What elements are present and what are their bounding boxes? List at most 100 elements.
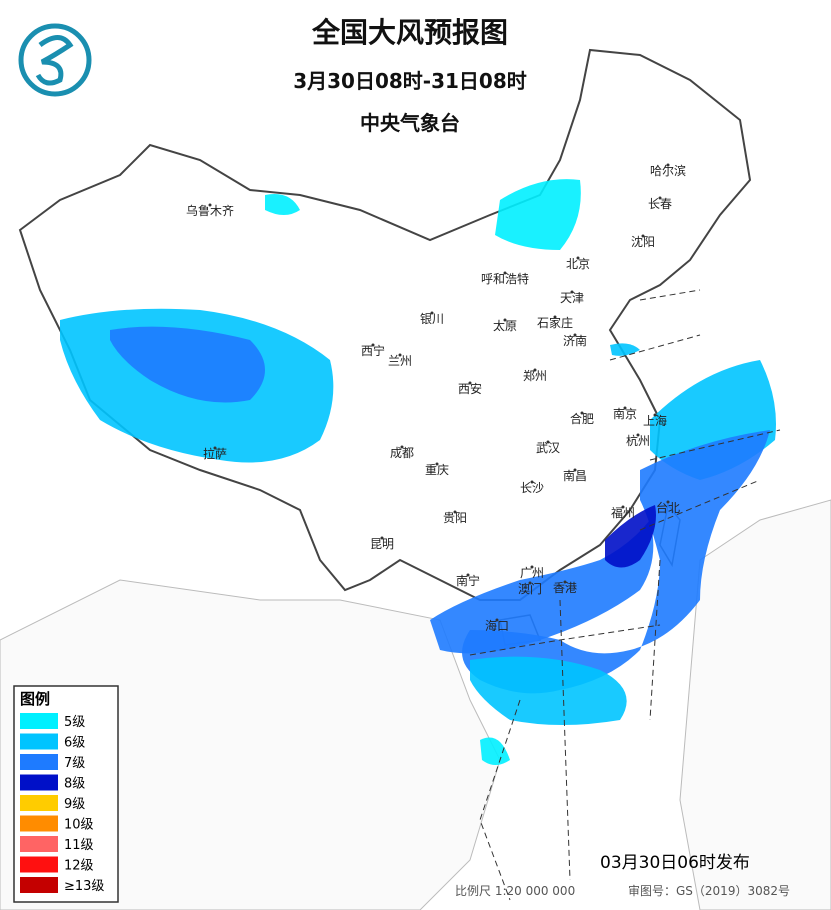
wind-area [265,194,300,215]
city-dot [533,368,537,372]
legend-label: 10级 [64,818,94,833]
city-dot [453,510,457,514]
legend-swatch [20,836,58,852]
city-label: 广州 [520,566,544,580]
city-dot [570,290,574,294]
legend-swatch [20,856,58,873]
city-dot [546,440,550,444]
city-label: 长沙 [520,481,544,495]
wind-area [470,656,627,725]
city-label: 上海 [643,413,667,428]
city-label: 南京 [613,406,637,421]
city-dot [576,256,580,260]
wind-area [430,520,654,654]
legend-label: 12级 [64,859,94,874]
city-dot [563,580,567,584]
city-label: 北京 [566,257,590,271]
wind-area [495,179,581,250]
city-label: 昆明 [370,537,394,551]
city-dot [573,468,577,472]
city-label: 哈尔滨 [650,163,686,178]
city-label: 南昌 [563,468,587,483]
city-dot [653,413,657,417]
city-label: 重庆 [425,463,449,477]
legend-label: ≥13级 [64,879,104,894]
city-dot [636,433,640,437]
city-dot [530,480,534,484]
city-label: 兰州 [388,354,412,368]
city-dot [503,318,507,322]
city-label: 乌鲁木齐 [186,203,234,218]
legend-label: 9级 [64,797,85,812]
city-label: 郑州 [523,368,547,383]
sea-boundaries [469,289,781,901]
legend-label: 11级 [64,838,94,853]
city-dot [371,343,375,347]
city-dot [503,271,507,275]
wind-area [610,343,640,356]
city-label: 澳门 [518,581,542,596]
city-dot [666,500,670,504]
period: 3月30日08时-31日08时 [293,69,527,93]
city-dot [623,406,627,410]
city-label: 杭州 [626,433,650,448]
legend-swatch [20,733,58,750]
neighbor-land [0,579,501,910]
city-dot [208,203,212,207]
review-number: 审图号：GS（2019）3082号 [628,883,790,898]
city-label: 南宁 [456,573,480,588]
city-dot [658,196,662,200]
city-dot [430,311,434,315]
wind-area [605,505,656,568]
scale: 比例尺 1:20 000 000 [455,884,575,898]
city-label: 西安 [458,381,482,396]
city-dot [621,505,625,509]
map-title: 全国大风预报图 [311,16,508,49]
city-label: 武汉 [536,441,560,455]
wind-area [462,430,770,694]
city-label: 呼和浩特 [481,271,529,286]
legend-label: 5级 [64,715,85,730]
city-label: 海口 [485,618,509,633]
city-label: 石家庄 [537,315,573,330]
legend-swatch [20,815,58,832]
city-dot [580,411,584,415]
city-label: 合肥 [570,411,594,426]
city-label: 银川 [420,312,444,326]
city-label: 成都 [390,446,414,460]
city-dot [573,333,577,337]
legend-swatch [20,774,58,791]
city-dot [398,353,402,357]
city-dot [466,573,470,577]
wind-area [480,737,510,765]
city-dot [435,462,439,466]
city-label: 台北 [656,500,680,515]
city-label: 拉萨 [203,446,227,461]
city-label: 天津 [560,291,584,305]
agency: 中央气象台 [360,111,460,135]
city-label: 福州 [611,505,635,520]
logo-mark [35,35,74,86]
city-label: 长春 [648,197,672,211]
city-label: 太原 [493,318,517,333]
city-dot [495,618,499,622]
legend-swatch [20,795,58,811]
city-dot [553,315,557,319]
city-dot [666,163,670,167]
city-dot [213,446,217,450]
city-dot [530,565,534,569]
city-dot [380,536,384,540]
city-dot [641,234,645,238]
legend-title: 图例 [20,690,50,708]
legend-swatch [20,877,58,893]
city-label: 西宁 [361,343,385,358]
wind-area [110,326,265,403]
city-label: 贵阳 [443,511,467,525]
city-dot [400,445,404,449]
neighbor-land [679,499,831,910]
legend-label: 8级 [64,777,85,792]
issued-time: 03月30日06时发布 [600,853,750,873]
wind-areas [60,179,776,765]
